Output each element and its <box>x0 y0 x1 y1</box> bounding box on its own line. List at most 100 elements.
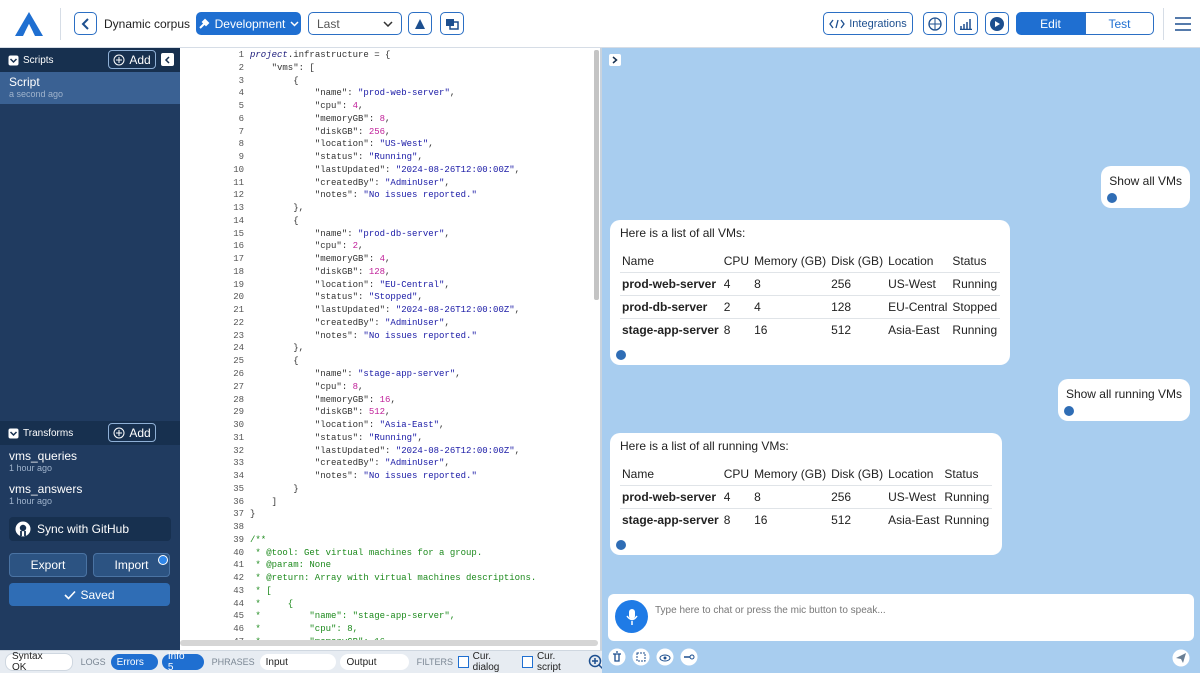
table-cell: Running <box>942 485 993 509</box>
input-filter[interactable]: Input <box>259 654 337 670</box>
back-button[interactable] <box>74 12 97 35</box>
stats-button[interactable] <box>954 12 978 35</box>
list-item[interactable]: vms_answers 1 hour ago <box>0 479 180 511</box>
table-cell: Running <box>950 318 1001 341</box>
table-cell: 256 <box>829 272 887 296</box>
line-number: 41 <box>233 560 244 571</box>
table-cell: stage-app-server <box>620 318 722 341</box>
integrations-button[interactable]: Integrations <box>823 12 913 35</box>
code-line: 46 * "cpu": 8, <box>180 623 590 636</box>
deploy-button[interactable] <box>408 12 432 35</box>
code-line: 40 * @tool: Get virtual machines for a g… <box>180 547 590 560</box>
code-text: "diskGB": 128, <box>250 266 391 277</box>
code-text: "name": "stage-app-server", <box>250 369 461 379</box>
table-cell: US-West <box>886 485 943 509</box>
column-header: Location <box>888 254 934 268</box>
table-cell: 16 <box>752 508 830 531</box>
chat-input[interactable]: Type here to chat or press the mic butto… <box>608 594 1194 641</box>
info-filter[interactable]: Info 5 <box>161 651 204 673</box>
checkbox[interactable] <box>522 656 533 668</box>
saved-button[interactable]: Saved <box>9 583 170 606</box>
code-line: 16 "cpu": 2, <box>180 240 590 253</box>
line-number: 12 <box>233 190 244 201</box>
line-number: 28 <box>233 394 244 405</box>
github-sync-button[interactable]: Sync with GitHub <box>9 517 171 541</box>
scrollbar[interactable] <box>594 50 599 300</box>
code-text: "cpu": 8, <box>250 381 364 392</box>
user-message: Show all VMs <box>1101 166 1190 208</box>
scripts-add-button[interactable]: Add <box>108 50 156 69</box>
code-lines: 1 project.infrastructure = {2 "vms": [3 {… <box>180 48 590 650</box>
expand-button[interactable] <box>609 54 621 66</box>
list-item[interactable]: Script a second ago <box>0 72 180 104</box>
code-line: 38 <box>180 521 590 534</box>
line-number: 4 <box>238 88 244 99</box>
table-cell: Running <box>942 508 993 531</box>
table-cell: 512 <box>829 508 887 531</box>
globe-button[interactable] <box>923 12 947 35</box>
code-line: 19 "location": "EU-Central", <box>180 279 590 292</box>
line-number: 7 <box>238 126 244 137</box>
version-dropdown[interactable]: Last <box>308 12 402 35</box>
code-line: 20 "status": "Stopped", <box>180 291 590 304</box>
output-filter[interactable]: Output <box>340 654 409 670</box>
translate-button[interactable] <box>440 12 464 35</box>
table-cell: US-West <box>886 272 951 296</box>
user-message: Show all running VMs <box>1057 379 1190 421</box>
menu-button[interactable] <box>1174 16 1192 32</box>
table-cell: 128 <box>829 295 887 319</box>
table-cell: 8 <box>721 508 753 531</box>
clear-button[interactable] <box>608 648 626 666</box>
item-time: 1 hour ago <box>9 496 53 506</box>
line-number: 42 <box>233 573 244 584</box>
code-text: "cpu": 2, <box>250 241 364 252</box>
transforms-add-button[interactable]: Add <box>108 423 156 442</box>
column-header: Status <box>952 254 987 268</box>
code-line: 9 "status": "Running", <box>180 151 590 164</box>
code-editor[interactable]: 1 project.infrastructure = {2 "vms": [3 {… <box>180 48 602 650</box>
item-time: 1 hour ago <box>9 463 53 473</box>
code-text: "createdBy": "AdminUser", <box>250 177 450 188</box>
checkbox[interactable] <box>457 656 469 668</box>
h-scrollbar[interactable] <box>180 640 598 646</box>
logo[interactable] <box>12 10 46 38</box>
code-text: }, <box>250 203 305 214</box>
export-button[interactable]: Export <box>9 553 87 577</box>
mic-button[interactable] <box>615 600 648 633</box>
send-button[interactable] <box>1172 649 1190 667</box>
code-text: "location": "EU-Central", <box>250 279 450 290</box>
code-line: 2 "vms": [ <box>180 62 590 75</box>
table-row: prod-web-server 4 8 256 US-West Running <box>620 485 993 509</box>
line-number: 24 <box>233 343 244 354</box>
import-button[interactable]: Import <box>93 553 170 577</box>
line-number: 27 <box>233 381 244 392</box>
scan-button[interactable] <box>632 648 650 666</box>
code-line: 1 project.infrastructure = { <box>180 49 590 62</box>
test-tab[interactable]: Test <box>1085 12 1154 35</box>
run-button[interactable] <box>985 12 1009 35</box>
code-line: 32 "lastUpdated": "2024-08-26T12:00:00Z"… <box>180 445 590 458</box>
link-button[interactable] <box>680 648 698 666</box>
scripts-header[interactable]: Scripts <box>0 48 180 72</box>
code-text: "cpu": 4, <box>250 101 364 112</box>
code-line: 17 "memoryGB": 4, <box>180 253 590 266</box>
line-number: 19 <box>233 279 244 290</box>
column-header: Name <box>622 467 655 481</box>
message-icon <box>1107 193 1118 203</box>
errors-filter[interactable]: Errors <box>110 654 158 670</box>
column-header: Disk (GB) <box>831 254 884 268</box>
code-text: "createdBy": "AdminUser", <box>250 458 450 469</box>
collapse-button[interactable] <box>161 53 174 66</box>
code-text: { <box>250 356 299 367</box>
list-item[interactable]: vms_queries 1 hour ago <box>0 446 180 478</box>
branch-dropdown[interactable]: Development <box>196 12 301 35</box>
item-name: Script <box>9 75 40 89</box>
line-number: 13 <box>233 203 244 214</box>
zoom-button[interactable] <box>588 654 602 670</box>
view-button[interactable] <box>656 648 674 666</box>
syntax-status: Syntax OK <box>5 651 73 673</box>
code-line: 30 "location": "Asia-East", <box>180 419 590 432</box>
column-header: CPU <box>723 467 750 481</box>
line-number: 25 <box>233 356 244 367</box>
edit-tab[interactable]: Edit <box>1016 12 1085 35</box>
